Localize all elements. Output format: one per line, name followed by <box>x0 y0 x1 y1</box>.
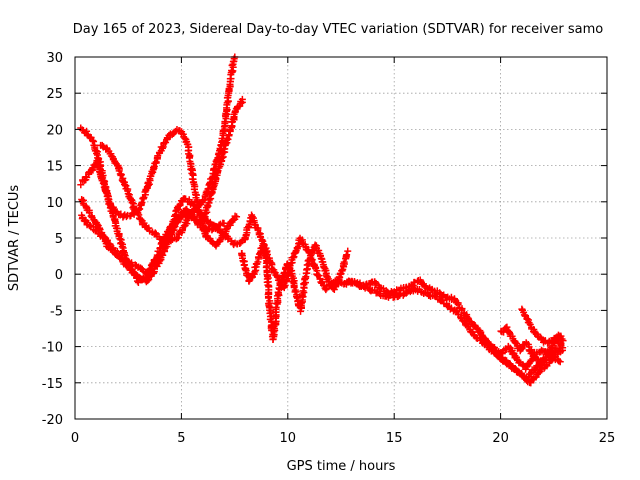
y-tick-label: -15 <box>42 377 63 392</box>
data-point <box>233 213 241 221</box>
data-point <box>116 235 124 243</box>
data-point <box>229 216 237 224</box>
x-tick-label: 5 <box>177 431 185 446</box>
data-point <box>140 219 148 227</box>
data-point <box>77 181 85 189</box>
data-point <box>238 95 246 103</box>
data-point <box>293 244 301 252</box>
data-point <box>517 345 525 353</box>
data-point <box>87 212 95 220</box>
y-tick-label: 5 <box>55 232 63 247</box>
data-point <box>86 222 94 230</box>
data-point <box>219 127 227 135</box>
x-tick-label: 15 <box>386 431 403 446</box>
data-point <box>559 337 567 345</box>
data-point <box>188 210 196 218</box>
data-point <box>280 283 288 291</box>
series-trace-3 <box>78 95 246 286</box>
y-tick-label: -10 <box>42 341 63 356</box>
data-point <box>256 233 264 241</box>
data-point <box>228 61 236 69</box>
y-tick-label: -5 <box>50 304 63 319</box>
data-point <box>518 344 526 352</box>
y-tick-label: 10 <box>46 196 63 211</box>
y-tick-label: 20 <box>46 123 63 138</box>
data-point <box>93 226 101 234</box>
data-point <box>367 287 375 295</box>
chart-title: Day 165 of 2023, Sidereal Day-to-day VTE… <box>73 22 604 37</box>
data-point <box>224 135 232 143</box>
data-point <box>138 198 146 206</box>
y-tick-label: -20 <box>42 413 63 428</box>
data-point <box>151 229 159 237</box>
data-point <box>254 226 262 234</box>
data-point <box>289 278 297 286</box>
y-axis-label: SDTVAR / TECUs <box>7 185 22 292</box>
data-point <box>190 185 198 193</box>
data-point <box>344 247 352 255</box>
data-point <box>225 131 233 139</box>
data-points <box>77 53 567 387</box>
data-point <box>241 266 249 274</box>
series-trace-12 <box>480 335 564 373</box>
data-point <box>340 258 348 266</box>
data-point <box>556 358 564 366</box>
x-axis-label: GPS time / hours <box>287 459 396 474</box>
data-point <box>207 220 215 228</box>
data-point <box>391 289 399 297</box>
data-point <box>93 149 101 157</box>
data-point <box>118 243 126 251</box>
data-point <box>218 154 226 162</box>
y-tick-label: 15 <box>46 160 63 175</box>
x-tick-label: 20 <box>492 431 509 446</box>
data-point <box>254 253 262 261</box>
data-point <box>231 108 239 116</box>
data-point <box>88 136 96 144</box>
data-point <box>144 277 152 285</box>
data-point <box>525 319 533 327</box>
x-tick-label: 0 <box>71 431 79 446</box>
y-tick-label: 0 <box>55 268 63 283</box>
data-point <box>137 215 145 223</box>
data-point <box>127 265 135 273</box>
data-point <box>167 237 175 245</box>
data-point <box>322 286 330 294</box>
data-point <box>297 307 305 315</box>
data-point <box>121 181 129 189</box>
data-point <box>535 369 543 377</box>
data-point <box>343 251 351 259</box>
y-tick-label: 30 <box>46 51 63 66</box>
data-point <box>158 144 166 152</box>
x-tick-label: 25 <box>599 431 616 446</box>
data-point <box>93 220 101 228</box>
data-point <box>555 357 563 365</box>
data-point <box>282 275 290 283</box>
x-tick-label: 10 <box>280 431 297 446</box>
y-tick-label: 25 <box>46 87 63 102</box>
data-point <box>220 219 228 227</box>
data-point <box>115 231 123 239</box>
axis-ticks: 0 5 10 15 20 25 -20 -15 -10 -5 0 5 10 15 20 25 30 <box>42 51 616 446</box>
series-trace-5 <box>97 141 249 249</box>
series-trace-6 <box>238 241 352 343</box>
series-trace-7 <box>241 211 399 301</box>
data-point <box>248 213 256 221</box>
data-point <box>83 127 91 135</box>
data-point <box>559 344 567 352</box>
data-point <box>129 204 137 212</box>
data-point <box>207 237 215 245</box>
series-trace-11 <box>518 305 567 347</box>
